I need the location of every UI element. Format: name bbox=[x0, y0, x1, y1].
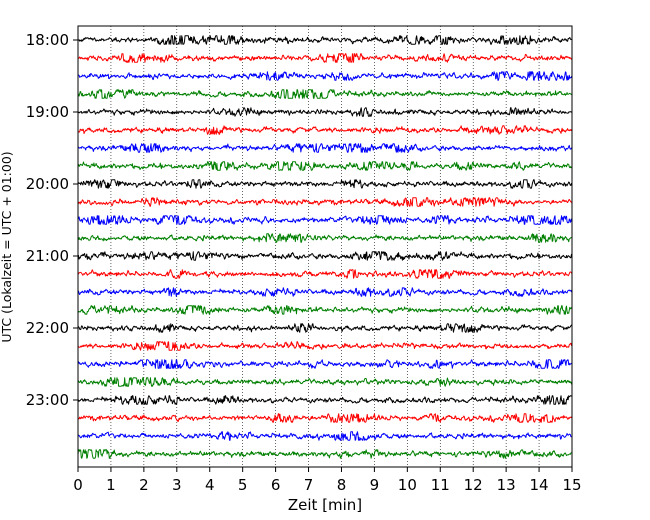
trace-22-45 bbox=[77, 377, 573, 387]
trace-19-45 bbox=[77, 161, 573, 171]
trace-23-00 bbox=[77, 395, 573, 405]
trace-23-45 bbox=[77, 449, 573, 459]
y-tick-label: 21:00 bbox=[26, 247, 69, 265]
trace-20-00 bbox=[77, 179, 573, 189]
x-tick-label: 10 bbox=[398, 476, 417, 494]
x-axis: 0 1 2 3 4 5 6 7 8 9 10 11 12 13 14 15 bbox=[73, 467, 582, 494]
plot-frame bbox=[77, 25, 573, 468]
x-tick-label: 8 bbox=[337, 476, 347, 494]
x-tick-label: 4 bbox=[205, 476, 215, 494]
x-tick-label: 15 bbox=[562, 476, 581, 494]
trace-20-45 bbox=[77, 233, 573, 243]
y-tick-label: 18:00 bbox=[26, 31, 69, 49]
trace-19-15 bbox=[77, 125, 573, 135]
x-tick-label: 2 bbox=[139, 476, 149, 494]
x-tick-label: 1 bbox=[106, 476, 116, 494]
trace-22-30 bbox=[77, 359, 573, 369]
x-tick-label: 5 bbox=[238, 476, 248, 494]
y-tick-label: 19:00 bbox=[26, 103, 69, 121]
trace-18-00 bbox=[77, 35, 573, 45]
x-tick-label: 6 bbox=[271, 476, 281, 494]
trace-20-30 bbox=[77, 215, 573, 225]
trace-21-45 bbox=[77, 305, 573, 315]
x-tick-label: 12 bbox=[464, 476, 483, 494]
trace-23-15 bbox=[77, 413, 573, 423]
x-tick-label: 14 bbox=[530, 476, 549, 494]
x-axis-label: Zeit [min] bbox=[288, 496, 362, 514]
x-tick-label: 11 bbox=[431, 476, 450, 494]
y-tick-label: 22:00 bbox=[26, 319, 69, 337]
trace-21-00 bbox=[77, 251, 573, 261]
trace-21-15 bbox=[77, 269, 573, 279]
x-tick-label: 13 bbox=[497, 476, 516, 494]
x-tick-label: 9 bbox=[370, 476, 380, 494]
grid-layer bbox=[110, 26, 540, 467]
trace-20-15 bbox=[77, 197, 573, 207]
trace-19-00 bbox=[77, 107, 573, 117]
trace-layer bbox=[77, 35, 573, 459]
y-axis: 18:00 19:00 20:00 21:00 22:00 23:00 bbox=[26, 31, 78, 409]
y-axis-label: UTC (Lokalzeit = UTC + 01:00) bbox=[0, 151, 14, 342]
trace-23-30 bbox=[77, 431, 573, 441]
y-tick-label: 20:00 bbox=[26, 175, 69, 193]
trace-18-45 bbox=[77, 89, 573, 99]
trace-22-00 bbox=[77, 323, 573, 333]
trace-18-30 bbox=[77, 71, 573, 81]
trace-19-30 bbox=[77, 143, 573, 153]
y-tick-label: 23:00 bbox=[26, 391, 69, 409]
x-tick-label: 0 bbox=[73, 476, 83, 494]
trace-18-15 bbox=[77, 53, 573, 63]
trace-22-15 bbox=[77, 341, 573, 351]
x-tick-label: 7 bbox=[304, 476, 314, 494]
x-tick-label: 3 bbox=[172, 476, 182, 494]
trace-21-30 bbox=[77, 287, 573, 297]
